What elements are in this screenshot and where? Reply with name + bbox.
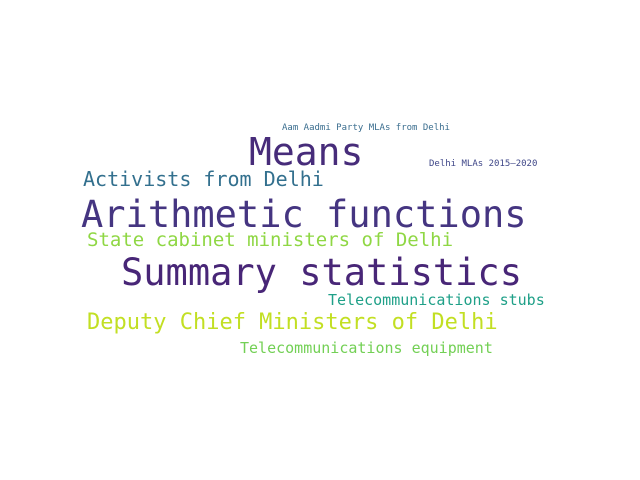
word-summary-statistics: Summary statistics <box>121 251 522 294</box>
word-state-cabinet-ministers-of-delhi: State cabinet ministers of Delhi <box>87 229 454 251</box>
word-deputy-chief-ministers-of-delhi: Deputy Chief Ministers of Delhi <box>87 310 498 335</box>
word-activists-from-delhi: Activists from Delhi <box>83 167 324 191</box>
word-telecommunications-equipment: Telecommunications equipment <box>240 339 493 357</box>
word-means: Means <box>249 130 364 174</box>
word-aam-aadmi-party-mlas-from-delhi: Aam Aadmi Party MLAs from Delhi <box>282 123 450 133</box>
word-arithmetic-functions: Arithmetic functions <box>81 193 527 236</box>
word-delhi-mlas-2015-2020: Delhi MLAs 2015–2020 <box>429 159 538 169</box>
word-telecommunications-stubs: Telecommunications stubs <box>328 291 545 309</box>
